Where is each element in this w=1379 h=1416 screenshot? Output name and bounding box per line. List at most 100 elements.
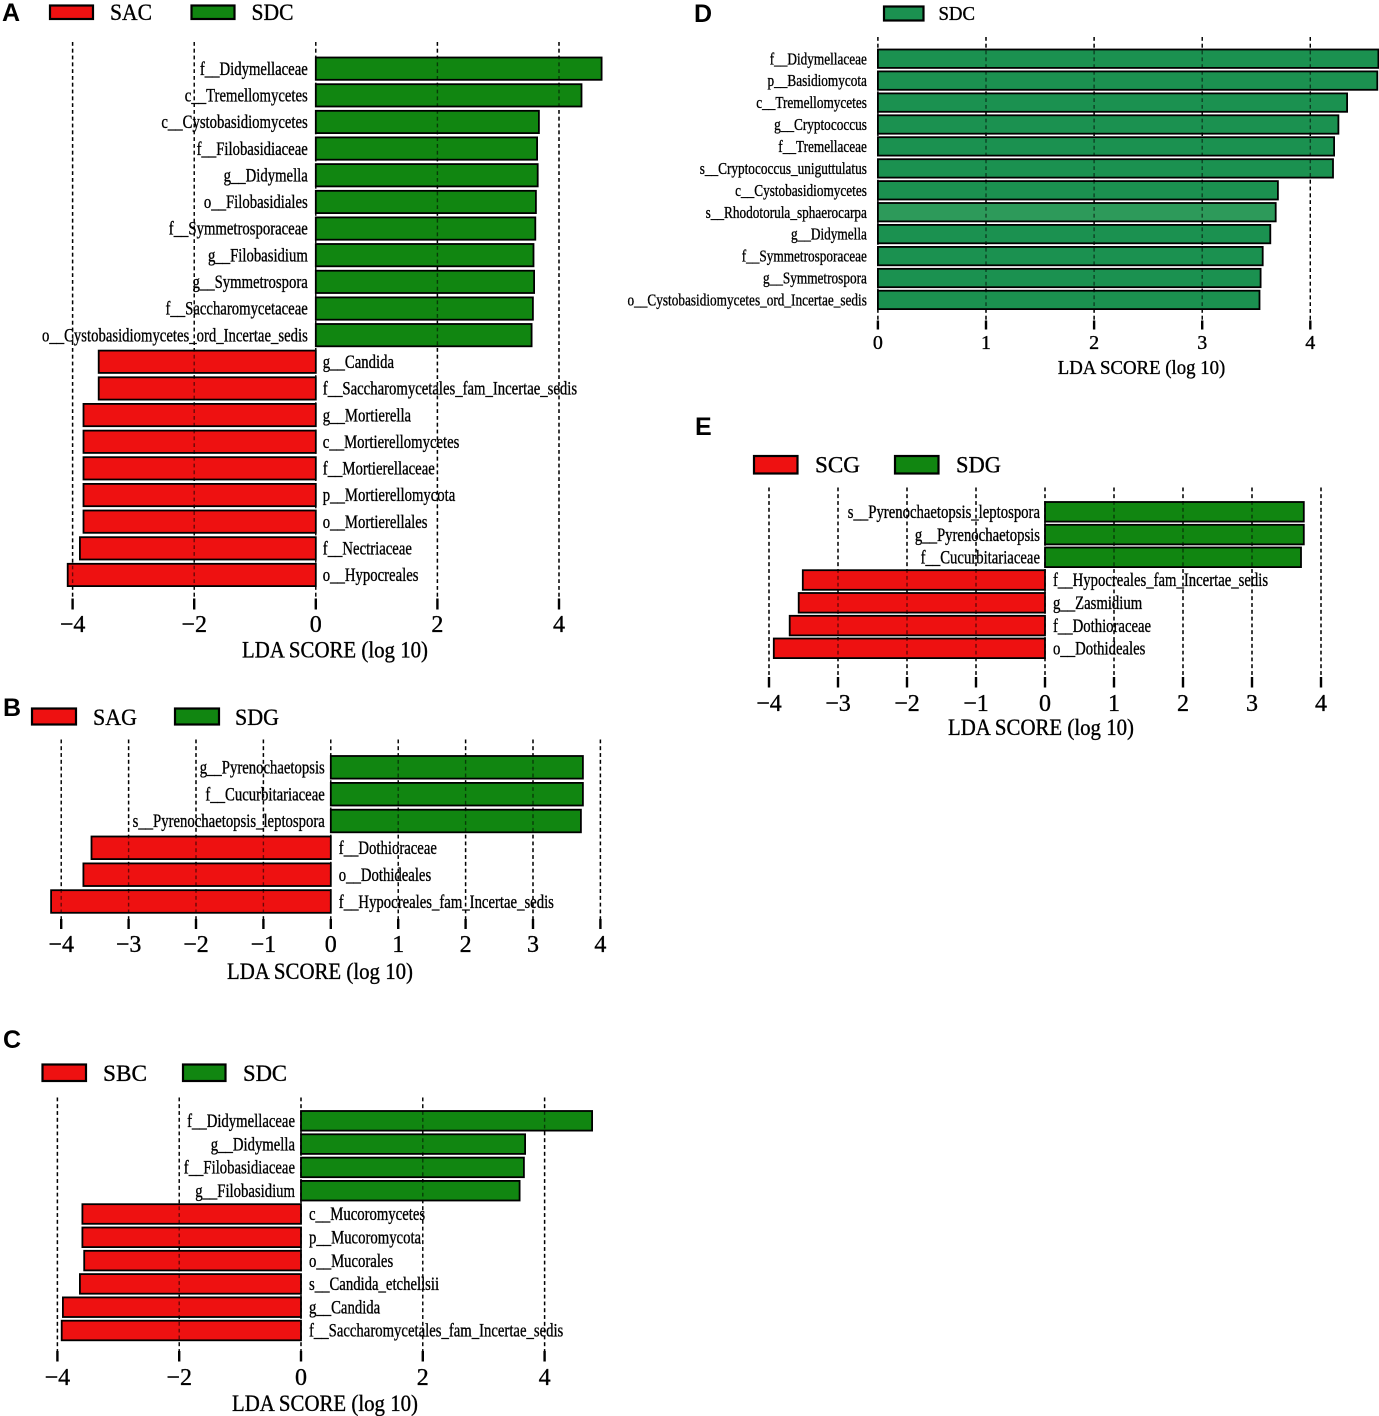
svg-text:s__Candida_etchellsii: s__Candida_etchellsii xyxy=(309,1275,439,1295)
svg-text:4: 4 xyxy=(1315,691,1327,717)
svg-text:o__Dothideales: o__Dothideales xyxy=(339,866,431,886)
svg-text:g__Filobasidium: g__Filobasidium xyxy=(195,1182,295,1202)
svg-text:B: B xyxy=(3,694,21,722)
svg-text:g__Zasmidium: g__Zasmidium xyxy=(1053,594,1143,614)
svg-text:C: C xyxy=(3,1026,21,1054)
svg-text:o__Cystobasidiomycetes_ord_Inc: o__Cystobasidiomycetes_ord_Incertae_sedi… xyxy=(628,291,867,310)
svg-text:g__Cryptococcus: g__Cryptococcus xyxy=(774,115,867,134)
svg-text:2: 2 xyxy=(1177,691,1189,717)
svg-text:3: 3 xyxy=(1197,332,1207,354)
svg-text:4: 4 xyxy=(594,932,606,958)
svg-text:0: 0 xyxy=(1039,691,1051,717)
svg-text:c__Cystobasidiomycetes: c__Cystobasidiomycetes xyxy=(735,181,867,200)
svg-text:3: 3 xyxy=(1246,691,1258,717)
svg-text:SDC: SDC xyxy=(939,4,976,25)
svg-text:s__Rhodotorula_sphaerocarpa: s__Rhodotorula_sphaerocarpa xyxy=(706,203,868,222)
svg-text:1: 1 xyxy=(1108,691,1120,717)
svg-text:o__Filobasidiales: o__Filobasidiales xyxy=(204,193,308,213)
svg-text:−3: −3 xyxy=(116,932,142,958)
svg-text:0: 0 xyxy=(310,612,322,638)
svg-text:o__Hypocreales: o__Hypocreales xyxy=(323,566,419,586)
svg-text:o__Cystobasidiomycetes_ord_Inc: o__Cystobasidiomycetes_ord_Incertae_sedi… xyxy=(42,326,308,346)
svg-text:−4: −4 xyxy=(48,932,74,958)
svg-text:o__Mucorales: o__Mucorales xyxy=(309,1252,393,1272)
svg-text:c__Cystobasidiomycetes: c__Cystobasidiomycetes xyxy=(161,113,307,133)
svg-text:−2: −2 xyxy=(894,691,920,717)
svg-text:SDG: SDG xyxy=(956,453,1001,478)
svg-text:2: 2 xyxy=(417,1365,429,1391)
svg-text:f__Saccharomycetales_fam_Incer: f__Saccharomycetales_fam_Incertae_sedis xyxy=(323,380,577,400)
svg-text:−1: −1 xyxy=(251,932,277,958)
svg-text:−2: −2 xyxy=(183,932,209,958)
svg-text:E: E xyxy=(695,413,712,441)
svg-text:c__Tremellomycetes: c__Tremellomycetes xyxy=(185,87,308,107)
svg-text:LDA SCORE (log 10): LDA SCORE (log 10) xyxy=(232,1391,418,1416)
svg-text:−4: −4 xyxy=(756,691,782,717)
svg-text:g__Didymella: g__Didymella xyxy=(791,225,867,244)
svg-text:−4: −4 xyxy=(45,1365,71,1391)
svg-text:f__Nectriaceae: f__Nectriaceae xyxy=(323,540,412,560)
svg-text:1: 1 xyxy=(392,932,404,958)
svg-text:g__Candida: g__Candida xyxy=(309,1298,380,1318)
svg-text:g__Pyrenochaetopsis: g__Pyrenochaetopsis xyxy=(915,526,1040,546)
svg-text:4: 4 xyxy=(1305,332,1315,354)
svg-text:−2: −2 xyxy=(181,612,207,638)
svg-text:3: 3 xyxy=(527,932,539,958)
svg-text:g__Filobasidium: g__Filobasidium xyxy=(208,246,308,266)
svg-text:f__Mortierellaceae: f__Mortierellaceae xyxy=(323,460,435,480)
svg-text:s__Cryptococcus_uniguttulatus: s__Cryptococcus_uniguttulatus xyxy=(700,159,867,178)
svg-text:o__Dothideales: o__Dothideales xyxy=(1053,640,1145,660)
svg-text:0: 0 xyxy=(295,1365,307,1391)
svg-text:1: 1 xyxy=(981,332,991,354)
svg-text:SDC: SDC xyxy=(252,0,294,25)
svg-text:SBC: SBC xyxy=(103,1061,147,1086)
svg-text:f__Hypocreales_fam_Incertae_se: f__Hypocreales_fam_Incertae_sedis xyxy=(339,893,554,913)
svg-text:g__Mortierella: g__Mortierella xyxy=(323,406,411,426)
svg-text:g__Didymella: g__Didymella xyxy=(211,1135,295,1155)
svg-text:f__Saccharomycetaceae: f__Saccharomycetaceae xyxy=(166,300,308,320)
svg-text:f__Filobasidiaceae: f__Filobasidiaceae xyxy=(197,140,308,160)
svg-text:D: D xyxy=(694,0,712,28)
svg-text:SCG: SCG xyxy=(815,453,860,478)
svg-text:s__Pyrenochaetopsis_leptospora: s__Pyrenochaetopsis_leptospora xyxy=(848,503,1040,523)
svg-text:SDC: SDC xyxy=(243,1061,287,1086)
svg-text:c__Mortierellomycetes: c__Mortierellomycetes xyxy=(323,433,460,453)
svg-text:f__Symmetrosporaceae: f__Symmetrosporaceae xyxy=(742,247,867,266)
svg-text:2: 2 xyxy=(431,612,443,638)
svg-text:f__Cucurbitariaceae: f__Cucurbitariaceae xyxy=(921,549,1040,569)
svg-text:o__Mortierellales: o__Mortierellales xyxy=(323,513,428,533)
svg-text:g__Symmetrospora: g__Symmetrospora xyxy=(193,273,308,293)
svg-text:f__Tremellaceae: f__Tremellaceae xyxy=(778,137,867,156)
svg-text:f__Symmetrosporaceae: f__Symmetrosporaceae xyxy=(169,220,308,240)
svg-text:2: 2 xyxy=(1089,332,1099,354)
svg-text:g__Symmetrospora: g__Symmetrospora xyxy=(763,269,867,288)
svg-text:4: 4 xyxy=(553,612,565,638)
svg-text:g__Pyrenochaetopsis: g__Pyrenochaetopsis xyxy=(200,759,325,779)
svg-text:LDA SCORE (log 10): LDA SCORE (log 10) xyxy=(227,959,413,984)
svg-text:g__Candida: g__Candida xyxy=(323,353,394,373)
svg-text:f__Didymellaceae: f__Didymellaceae xyxy=(770,49,867,68)
svg-text:LDA SCORE (log 10): LDA SCORE (log 10) xyxy=(1058,357,1226,379)
svg-text:2: 2 xyxy=(460,932,472,958)
svg-text:f__Dothioraceae: f__Dothioraceae xyxy=(339,839,437,859)
svg-text:−3: −3 xyxy=(825,691,851,717)
svg-text:g__Didymella: g__Didymella xyxy=(224,166,308,186)
svg-text:LDA SCORE (log 10): LDA SCORE (log 10) xyxy=(242,638,428,663)
svg-text:f__Didymellaceae: f__Didymellaceae xyxy=(187,1112,295,1132)
svg-text:f__Didymellaceae: f__Didymellaceae xyxy=(200,60,308,80)
svg-text:SAC: SAC xyxy=(110,0,152,25)
svg-text:SDG: SDG xyxy=(235,705,279,730)
svg-text:0: 0 xyxy=(325,932,337,958)
svg-text:p__Mortierellomycota: p__Mortierellomycota xyxy=(323,486,456,506)
svg-text:−2: −2 xyxy=(166,1365,192,1391)
svg-text:c__Mucoromycetes: c__Mucoromycetes xyxy=(309,1205,425,1225)
svg-text:LDA SCORE (log 10): LDA SCORE (log 10) xyxy=(948,715,1134,740)
svg-text:c__Tremellomycetes: c__Tremellomycetes xyxy=(756,93,867,112)
svg-text:A: A xyxy=(2,0,20,27)
svg-text:f__Cucurbitariaceae: f__Cucurbitariaceae xyxy=(205,785,324,805)
svg-text:−1: −1 xyxy=(963,691,989,717)
svg-text:s__Pyrenochaetopsis_leptospora: s__Pyrenochaetopsis_leptospora xyxy=(133,812,325,832)
svg-text:f__Dothioraceae: f__Dothioraceae xyxy=(1053,617,1151,637)
svg-text:f__Saccharomycetales_fam_Incer: f__Saccharomycetales_fam_Incertae_sedis xyxy=(309,1322,563,1342)
svg-text:f__Hypocreales_fam_Incertae_se: f__Hypocreales_fam_Incertae_sedis xyxy=(1053,571,1268,591)
